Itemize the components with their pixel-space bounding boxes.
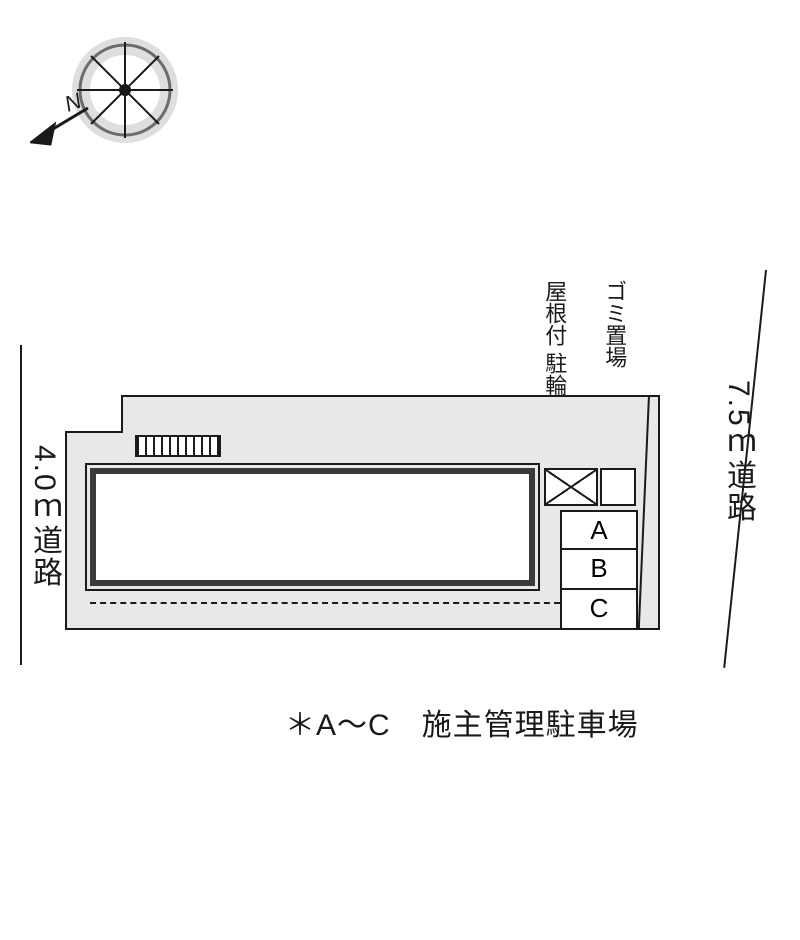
site-plan-diagram: N 4.0ｍ道路 7.5ｍ道路 ゴミ置場 屋根付 駐輪場 A B C ＊A～C … xyxy=(0,0,800,940)
compass-rose: N xyxy=(30,30,190,160)
parking-cell-c: C xyxy=(560,590,638,630)
stairs-block xyxy=(135,435,221,457)
trash-callout-label: ゴミ置場 xyxy=(602,280,626,368)
parking-cell-b: B xyxy=(560,550,638,590)
trash-area-box xyxy=(544,468,598,506)
parking-footnote: ＊A～C 施主管理駐車場 xyxy=(285,700,639,744)
bicycle-park-box xyxy=(600,468,636,506)
lot-notch xyxy=(65,395,123,433)
road-left-label: 4.0ｍ道路 xyxy=(22,445,66,589)
main-building xyxy=(90,468,535,586)
parking-cell-a: A xyxy=(560,510,638,550)
dashed-guide-line xyxy=(90,602,560,604)
road-right-label: 7.5ｍ道路 xyxy=(716,380,760,524)
